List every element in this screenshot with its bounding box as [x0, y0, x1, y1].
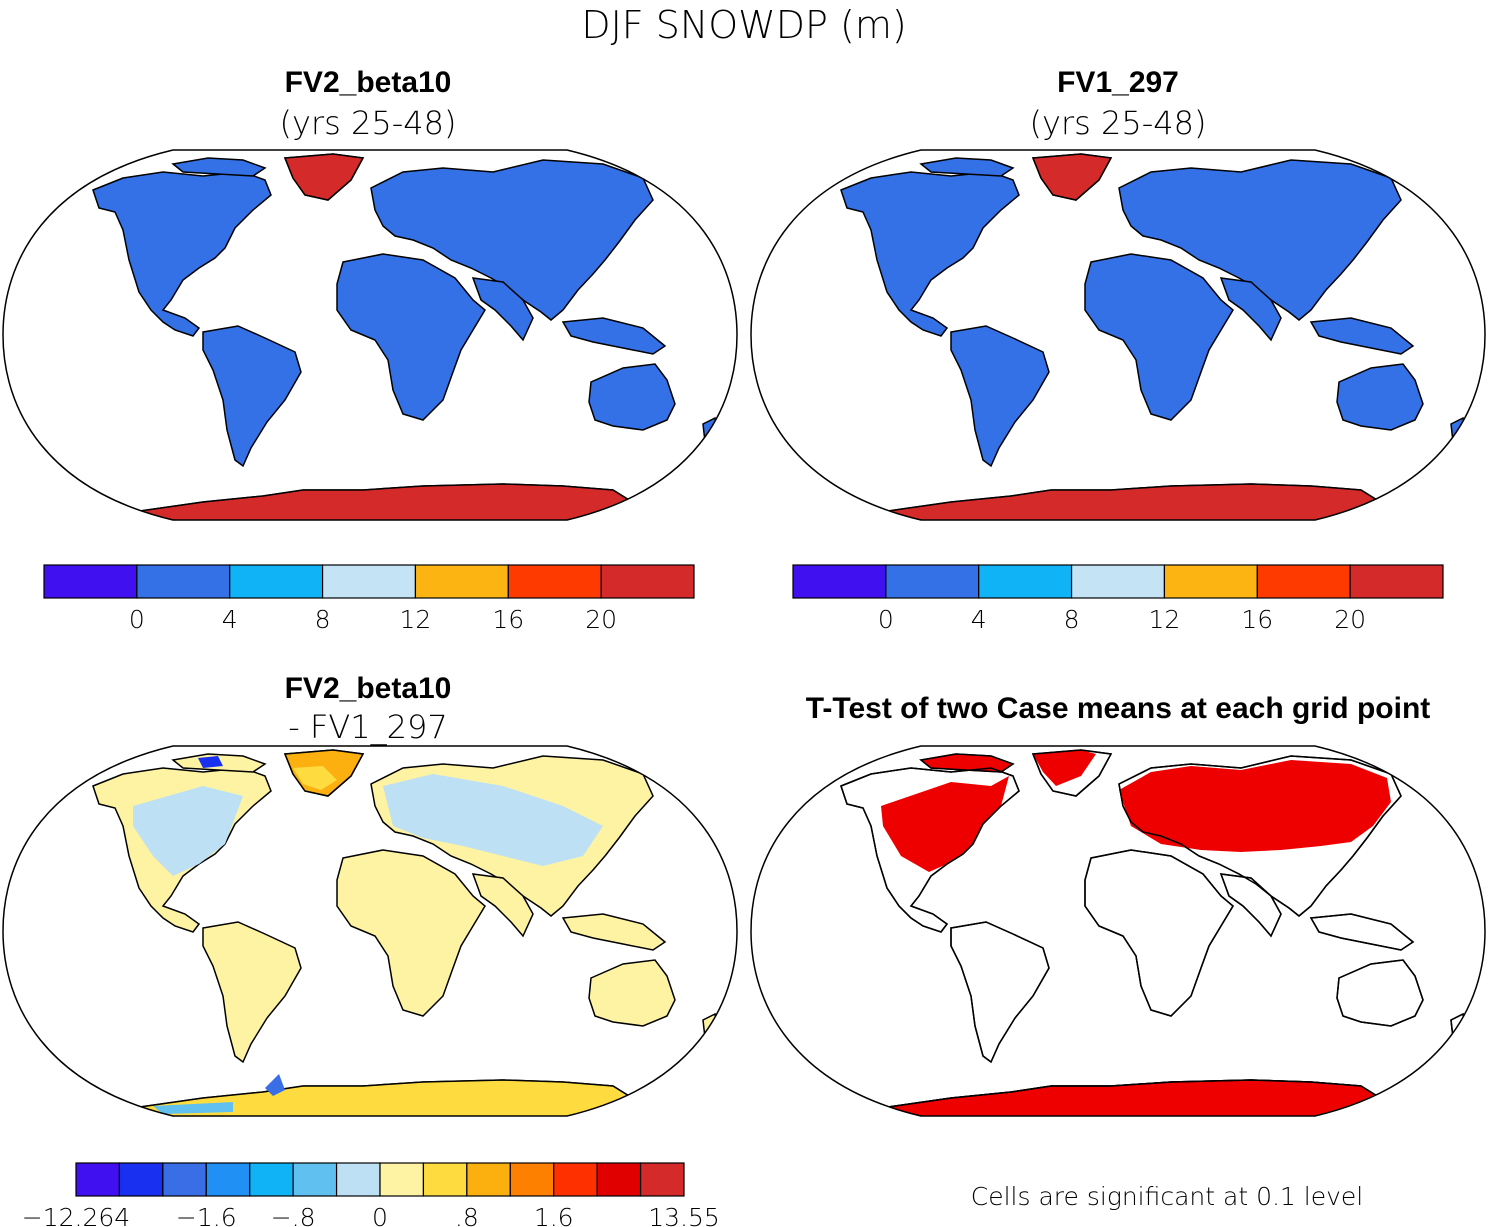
panel-subtitle: (yrs 25-48) — [1030, 104, 1207, 142]
colorbar-swatch — [1070, 564, 1166, 599]
colorbar-tick-label: 1.6 — [534, 1203, 574, 1227]
colorbar-swatch — [205, 1162, 251, 1197]
colorbar-swatch — [414, 564, 509, 599]
significance-note: Cells are significant at 0.1 level — [971, 1182, 1363, 1211]
panel-fv1-297: FV1_297 (yrs 25-48) 0 4 8 12 16 20 — [750, 66, 1486, 634]
colorbar-tick-label: 12 — [1149, 605, 1181, 634]
colorbar-tick-label: −12.264 — [22, 1203, 130, 1227]
colorbar-swatch — [507, 564, 602, 599]
colorbar-fv2-beta10: 0 4 8 12 16 20 — [43, 564, 695, 634]
colorbar-tick-label: 16 — [492, 605, 524, 634]
map-fv1-297 — [750, 149, 1486, 521]
colorbar-tick-label: 16 — [1241, 605, 1273, 634]
colorbar-swatch — [422, 1162, 468, 1197]
colorbar-tick-label: .8 — [455, 1203, 479, 1227]
colorbar-tick-label: 20 — [1334, 605, 1366, 634]
colorbar-swatch — [292, 1162, 338, 1197]
colorbar-swatch — [885, 564, 980, 599]
colorbar-tick-label: 0 — [129, 605, 145, 634]
panel-fv2-beta10: FV2_beta10 (yrs 25-48) 0 4 8 12 16 20 — [2, 66, 738, 634]
colorbar-swatch — [229, 564, 324, 599]
colorbar-swatch — [509, 1162, 555, 1197]
map-fv2-beta10 — [2, 149, 738, 521]
map-difference — [2, 745, 738, 1117]
colorbar-tick-label: 8 — [1064, 605, 1080, 634]
colorbar-tick-label: 4 — [971, 605, 987, 634]
colorbar-swatch — [1163, 564, 1258, 599]
panel-ttest: T-Test of two Case means at each grid po… — [750, 692, 1486, 1211]
colorbar-swatch — [249, 1162, 294, 1197]
colorbar-swatch — [136, 564, 231, 599]
colorbar-tick-label: 13.55 — [648, 1203, 720, 1227]
colorbar-swatch — [75, 1162, 121, 1197]
colorbar-difference: −12.264 −1.6 −.8 0 .8 1.6 13.55 — [22, 1162, 720, 1227]
panel-subtitle: - FV1_297 — [288, 708, 447, 746]
colorbar-swatch — [321, 564, 417, 599]
colorbar-tick-label: 8 — [315, 605, 331, 634]
colorbar-fv1-297: 0 4 8 12 16 20 — [792, 564, 1444, 634]
colorbar-swatch — [639, 1162, 685, 1197]
colorbar-swatch — [162, 1162, 207, 1197]
panel-title: FV2_beta10 — [285, 672, 452, 705]
colorbar-swatch — [466, 1162, 511, 1197]
colorbar-swatch — [1256, 564, 1351, 599]
colorbar-tick-label: 20 — [585, 605, 617, 634]
colorbar-swatch — [335, 1162, 381, 1197]
colorbar-swatch — [118, 1162, 164, 1197]
colorbar-swatch — [1349, 564, 1444, 599]
colorbar-swatch — [553, 1162, 598, 1197]
colorbar-tick-label: 12 — [400, 605, 432, 634]
colorbar-swatch — [43, 564, 138, 599]
map-ttest — [750, 745, 1486, 1117]
panel-title: T-Test of two Case means at each grid po… — [806, 692, 1431, 725]
panel-title: FV1_297 — [1057, 66, 1179, 99]
colorbar-tick-label: −1.6 — [176, 1203, 237, 1227]
colorbar-swatch — [978, 564, 1073, 599]
colorbar-tick-label: 0 — [372, 1203, 388, 1227]
colorbar-tick-label: 4 — [222, 605, 238, 634]
colorbar-tick-label: −.8 — [271, 1203, 316, 1227]
colorbar-swatch — [600, 564, 695, 599]
colorbar-swatch — [792, 564, 887, 599]
panel-difference: FV2_beta10 - FV1_297 −12.264 −1.6 −.8 0 .8 1.… — [2, 672, 738, 1227]
colorbar-swatch — [379, 1162, 425, 1197]
figure-title: DJF SNOWDP (m) — [581, 3, 906, 47]
colorbar-swatch — [596, 1162, 642, 1197]
panel-subtitle: (yrs 25-48) — [280, 104, 457, 142]
panel-title: FV2_beta10 — [285, 66, 452, 99]
colorbar-tick-label: 0 — [878, 605, 894, 634]
